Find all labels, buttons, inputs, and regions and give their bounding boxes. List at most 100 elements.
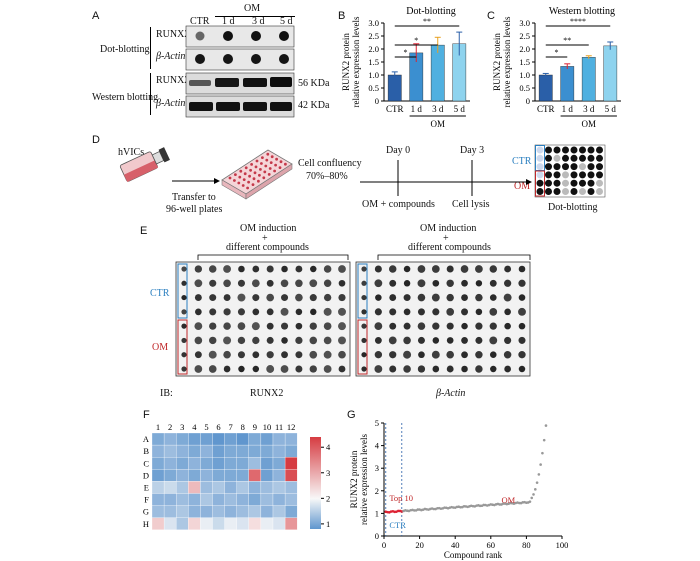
e-runx2-label: RUNX2 [250,388,284,399]
om-box [177,319,188,375]
blot-dot [374,351,383,359]
plate-well [284,162,287,166]
y-tick-label: 4 [375,441,380,451]
scatter-point [498,503,502,506]
panel-d-letter: D [92,134,100,146]
y-axis-label: RUNX2 proteinrelative expression levels [349,434,369,525]
plate-well [254,165,258,169]
blot-dot [361,294,367,301]
y-tick-label: 2.5 [519,31,530,41]
blot-dot [338,322,346,331]
plate-well [263,170,267,174]
blot-dot [460,265,469,273]
panel-a-om-line [215,16,295,17]
e-actin-label: β-Actin [436,388,466,399]
blot-dot [361,266,367,272]
grid-dot [596,163,603,171]
blot-dot [503,350,512,359]
plate-well [262,176,266,180]
blot-dot [309,350,318,359]
row-label-actin-dot: β-Actin [156,51,186,62]
sig-label: **** [570,17,586,26]
x-tick-label: CTR [537,104,555,114]
blot-dot [223,294,231,302]
grid-dot [562,163,569,171]
blot-dot [194,279,203,288]
dot-blot-grid [534,144,606,198]
grid-dot [596,171,603,179]
blot-dot [475,308,483,316]
blot-dot [323,336,332,345]
blot-dot [403,265,411,273]
plate-well [250,163,254,166]
blot-dot [446,279,454,287]
blot-dot [338,336,346,345]
heatmap-row-label: A [143,434,150,444]
annotation-ctr: CTR [389,520,406,530]
om-box [357,319,368,375]
blot-dot [403,336,411,345]
blot-dot [281,322,289,330]
confluency-label: Cell confluency [298,158,362,169]
grid-dot [562,171,569,179]
plate-well [274,163,277,167]
western-blotting-group-label: Western blotting [92,92,159,103]
blot-dot [295,365,303,373]
blot-dot [237,308,246,316]
blot-dot [361,309,367,315]
grid-dot [596,154,603,162]
blot-dot [323,322,332,330]
grid-dot [579,163,586,171]
blot-dot [374,322,383,331]
blot-dot [489,294,497,301]
blot-dot [489,336,498,345]
blot-dot [446,322,454,330]
heatmap-col-label: 1 [156,422,160,432]
blot-dot [417,293,426,302]
blot-dot [209,336,217,345]
blot-dot [518,365,526,373]
e-right-plus: + [443,233,449,244]
plate-well [242,178,246,182]
blot-dot [518,279,526,287]
grid-dot [587,163,595,171]
blot-dot [252,365,260,373]
e-right-induction: OM induction [420,223,477,234]
blot-dot [446,308,455,316]
blot-dot [310,308,317,316]
scatter-point [541,451,544,455]
blot-dot [431,265,440,273]
blot-dot [446,265,454,273]
e-om-label: OM [152,342,169,353]
y-axis-label-line2: relative expression levels [359,434,369,525]
blot-dot [338,293,346,302]
blot-dot [461,351,468,359]
compound-bracket [377,254,531,260]
plate-well [246,186,250,190]
heatmap-col-label: 9 [253,422,257,432]
y-axis-label-line1: RUNX2 protein [492,33,502,91]
plate-well [268,167,272,170]
grid-dot [536,154,544,162]
y-axis-label-line2: relative expression levels [351,16,361,107]
grid-dot [545,188,552,195]
heatmap-col-label: 3 [180,422,184,432]
grid-dot [570,188,578,195]
kda-56: 56 KDa [298,78,330,89]
y-tick-label: 0 [526,96,530,106]
y-tick-label: 3.0 [368,18,379,28]
day0-label: Day 0 [386,145,411,156]
plates-label: 96-well plates [166,204,223,215]
x-tick-label: 60 [487,540,496,550]
panel-a-om-header: OM [244,3,261,14]
plate-well [238,175,242,179]
y-tick-label: 0.5 [519,83,530,93]
heatmap-row-label: B [143,446,149,456]
blot-dot [388,265,397,273]
blot-dot [403,294,411,302]
sig-label: * [555,48,559,57]
blot-dot [295,322,303,330]
